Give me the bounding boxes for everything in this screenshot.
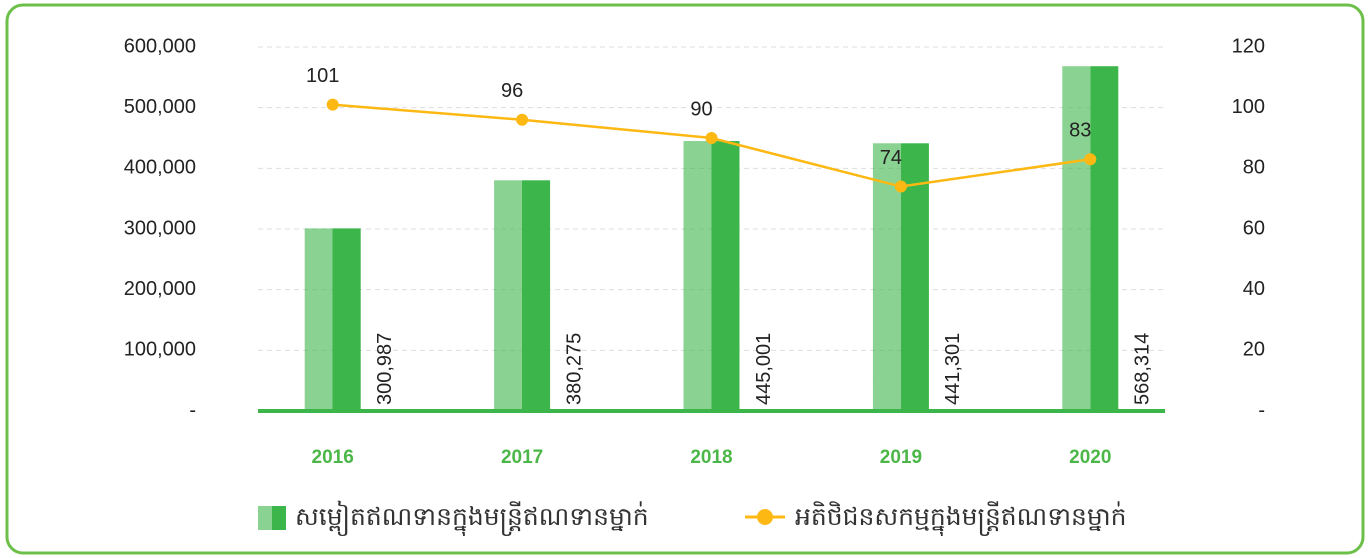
- x-tick-label: 2017: [501, 447, 543, 468]
- y-tick-label: 600,000: [124, 35, 196, 57]
- bar-value-label: 300,987: [374, 333, 396, 405]
- y-tick-label: 300,000: [124, 217, 196, 239]
- bar-value-label: 445,001: [753, 333, 775, 405]
- y-tick-label: 100,000: [124, 339, 196, 361]
- legend-swatch: [258, 506, 286, 530]
- line-value-label: 96: [501, 80, 523, 102]
- bar-value-label: 441,301: [942, 333, 964, 405]
- bar-value-label: 380,275: [563, 333, 585, 405]
- x-tick-label: 2016: [312, 447, 354, 468]
- line-value-label: 74: [880, 147, 902, 169]
- bar-value-label: 568,314: [1132, 333, 1154, 405]
- x-tick-label: 2018: [690, 447, 732, 468]
- y-tick-label: 500,000: [124, 96, 196, 118]
- x-tick-label: 2020: [1069, 447, 1111, 468]
- line-marker: [894, 180, 907, 193]
- bar: [494, 180, 551, 409]
- bar: [304, 228, 361, 409]
- legend-marker: [757, 509, 773, 525]
- y2-tick-label: -: [1258, 399, 1265, 421]
- legend-label: អតិថិជនសកម្មក្នុងមន្ត្រីឥណទានម្នាក់: [795, 501, 1127, 536]
- line-marker: [705, 132, 718, 144]
- y2-tick-label: 20: [1243, 339, 1265, 361]
- y2-tick-label: 40: [1243, 278, 1265, 300]
- y2-tick-label: 80: [1243, 157, 1265, 179]
- bar: [683, 141, 740, 410]
- y2-tick-label: 120: [1232, 35, 1265, 57]
- y-tick-label: -: [189, 399, 196, 421]
- y2-tick-label: 60: [1243, 217, 1265, 239]
- legend-label: សម្ពៀតឥណទានក្នុងមន្ត្រីឥណទានម្នាក់: [295, 500, 649, 536]
- line-marker: [1084, 153, 1097, 166]
- line-marker: [516, 113, 529, 126]
- line-value-label: 83: [1069, 120, 1091, 142]
- y2-tick-label: 100: [1232, 96, 1265, 118]
- x-tick-label: 2019: [880, 447, 922, 468]
- line-value-label: 90: [690, 98, 712, 120]
- bar: [1062, 66, 1119, 409]
- y-tick-label: 200,000: [124, 278, 196, 300]
- y-tick-label: 400,000: [124, 157, 196, 179]
- line-value-label: 101: [306, 65, 339, 87]
- line-marker: [326, 98, 339, 111]
